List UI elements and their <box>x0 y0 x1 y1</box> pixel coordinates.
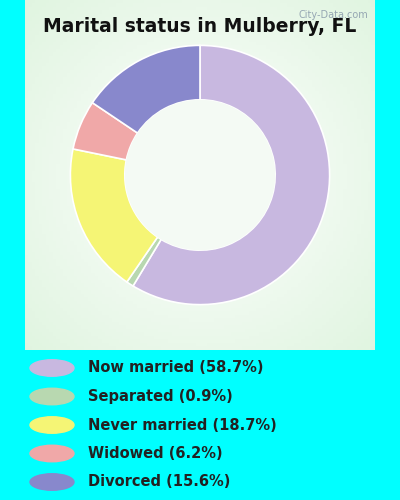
Text: Divorced (15.6%): Divorced (15.6%) <box>88 474 230 490</box>
Circle shape <box>30 388 74 405</box>
Text: Widowed (6.2%): Widowed (6.2%) <box>88 446 223 461</box>
Wedge shape <box>73 102 138 160</box>
Text: City-Data.com: City-Data.com <box>298 10 368 20</box>
Text: Separated (0.9%): Separated (0.9%) <box>88 389 233 404</box>
Wedge shape <box>127 237 161 286</box>
Wedge shape <box>133 46 330 304</box>
Text: Now married (58.7%): Now married (58.7%) <box>88 360 264 376</box>
Circle shape <box>30 474 74 490</box>
Circle shape <box>125 100 275 250</box>
Text: Marital status in Mulberry, FL: Marital status in Mulberry, FL <box>43 18 357 36</box>
Circle shape <box>30 360 74 376</box>
Wedge shape <box>92 46 200 133</box>
Text: Never married (18.7%): Never married (18.7%) <box>88 418 277 432</box>
Wedge shape <box>70 149 158 282</box>
Circle shape <box>30 417 74 433</box>
Circle shape <box>30 446 74 462</box>
